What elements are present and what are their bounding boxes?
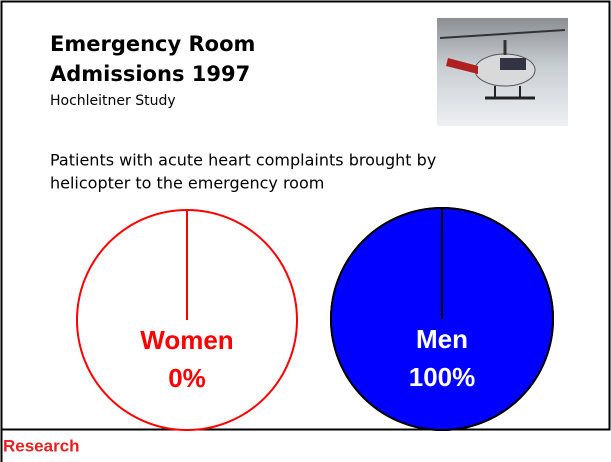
slide: Emergency Room Admissions 1997 Hochleitn… <box>0 0 611 462</box>
description-line-2: helicopter to the emergency room <box>50 174 324 193</box>
pie-category-label: Men <box>416 324 468 354</box>
pie-value-label: 0% <box>168 363 206 393</box>
helicopter-photo <box>437 18 568 126</box>
title-line-2: Admissions 1997 <box>50 62 250 86</box>
title-line-1: Emergency Room <box>50 32 255 56</box>
footer-label: Research <box>3 436 80 455</box>
description-line-1: Patients with acute heart complaints bro… <box>50 151 436 170</box>
pie-category-label: Women <box>140 325 233 355</box>
pie-value-label: 100% <box>409 362 476 392</box>
subtitle: Hochleitner Study <box>50 93 176 109</box>
